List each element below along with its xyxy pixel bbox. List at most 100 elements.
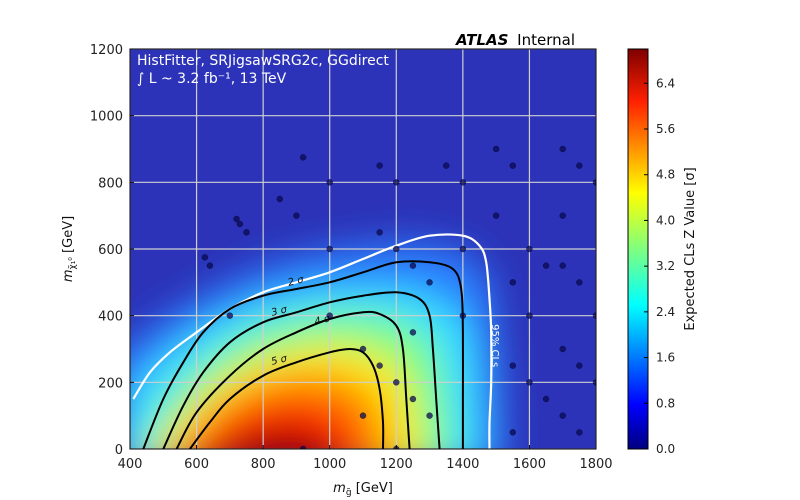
cls-95-label: 95% CLs (489, 324, 500, 367)
grid-point (559, 145, 566, 153)
grid-point (459, 245, 467, 253)
grid-point (559, 345, 566, 353)
grid-point (542, 395, 550, 403)
grid-point (326, 312, 333, 319)
atlas-label: ATLAS Internal (455, 31, 575, 49)
header-line-2: ∫ L ~ 3.2 fb⁻¹, 13 TeV (137, 71, 287, 87)
grid-point (206, 262, 214, 269)
significance-contours (132, 233, 493, 449)
grid-point (326, 245, 333, 253)
grid-point (492, 145, 500, 153)
grid-point (426, 279, 433, 286)
colorbar-tick-label: 0.0 (656, 442, 675, 456)
grid-point (393, 179, 400, 186)
colorbar (627, 48, 649, 450)
x-tick-label: 1400 (446, 457, 479, 472)
grid-point (276, 195, 284, 203)
grid-point (299, 445, 307, 449)
contour-label: 5 σ (270, 353, 289, 368)
grid-point (509, 429, 517, 436)
grid-point (592, 379, 596, 386)
grid-point (426, 412, 433, 419)
grid-point (326, 179, 333, 186)
colorbar-tick-label: 4.8 (656, 168, 675, 182)
x-tick-label: 1000 (313, 457, 346, 472)
grid-point (293, 212, 300, 219)
colorbar-tick-label: 3.2 (656, 259, 675, 273)
colorbar-tick-label: 6.4 (656, 76, 675, 90)
contour-3-sigma (162, 291, 441, 449)
contour-label: 3 σ (270, 304, 289, 319)
grid-point (509, 362, 517, 369)
header-line-1: HistFitter, SRJigsawSRG2c, GGdirect (137, 53, 389, 69)
x-tick-label: 400 (118, 457, 143, 472)
y-axis-label-unit: [GeV] (61, 216, 76, 257)
grid-point (376, 229, 383, 236)
x-tick-label: 1200 (380, 457, 413, 472)
grid-point (359, 412, 367, 419)
y-tick-label: 1000 (90, 110, 123, 125)
x-tick-label: 800 (251, 457, 276, 472)
grid-point (409, 262, 417, 269)
contour-5-sigma (189, 347, 385, 449)
grid-point (409, 395, 417, 403)
grid-point (299, 154, 307, 161)
grid-point (576, 362, 583, 369)
grid-point (459, 312, 467, 319)
x-axis: 400 600 800 1000 1200 1400 1600 1800 (118, 445, 613, 472)
y-axis: 0 200 400 600 800 1000 1200 (90, 43, 134, 458)
y-tick-label: 1200 (90, 43, 123, 58)
grid-point (559, 262, 566, 269)
y-tick-label: 200 (98, 376, 123, 391)
grid-point (201, 254, 209, 261)
x-tick-label: 1800 (579, 457, 612, 472)
grid-point (542, 262, 550, 269)
colorbar-ticks: 0.0 0.8 1.6 2.4 3.2 4.0 4.8 5.6 6.4 (644, 76, 675, 456)
colorbar-tick-label: 0.8 (656, 396, 675, 410)
atlas-label-bold: ATLAS (455, 31, 508, 49)
y-tick-label: 400 (98, 310, 123, 325)
x-axis-label-unit: [GeV] (352, 481, 393, 496)
y-axis-label-m: m (61, 270, 76, 283)
grid-points (201, 145, 596, 449)
colorbar-tick-label: 1.6 (656, 351, 675, 365)
colorbar-tick-label: 4.0 (656, 213, 675, 227)
grid-point (576, 162, 583, 169)
y-tick-label: 0 (115, 443, 123, 458)
x-axis-label-m: m (333, 481, 346, 496)
grid-point (492, 212, 500, 219)
contour-2-sigma (142, 260, 464, 449)
grid-point (526, 379, 533, 386)
grid-point (393, 245, 400, 253)
grid-point (243, 229, 250, 236)
grid-point (376, 362, 383, 369)
y-axis-label: mχ̃₁⁰ [GeV] (61, 216, 78, 282)
grid-point (359, 345, 367, 353)
contour-4-sigma (175, 310, 411, 449)
grid-point (592, 179, 596, 186)
y-axis-label-sub: χ̃₁⁰ (68, 257, 78, 270)
grid-point (509, 162, 517, 169)
grid-point (559, 412, 566, 419)
x-axis-label: mg̃ [GeV] (333, 481, 393, 498)
grid-point (576, 279, 583, 286)
atlas-label-rest: Internal (517, 31, 575, 49)
grid-point (459, 179, 467, 186)
grid-point (226, 312, 234, 319)
grid-point (442, 162, 450, 169)
grid-point (526, 245, 533, 253)
x-tick-label: 1600 (513, 457, 546, 472)
grid-point (526, 312, 533, 319)
grid-point (576, 429, 583, 436)
colorbar-tick-label: 2.4 (656, 305, 675, 319)
y-tick-label: 800 (98, 176, 123, 191)
x-axis-label-sub: g̃ (346, 488, 352, 498)
grid-point (233, 215, 240, 223)
grid-point (509, 279, 517, 286)
grid-point (592, 312, 596, 319)
grid-point (236, 220, 244, 228)
cls-95-line (132, 233, 493, 449)
colorbar-label: Expected CLs Z Value [σ] (683, 167, 698, 330)
grid-point (393, 379, 400, 386)
